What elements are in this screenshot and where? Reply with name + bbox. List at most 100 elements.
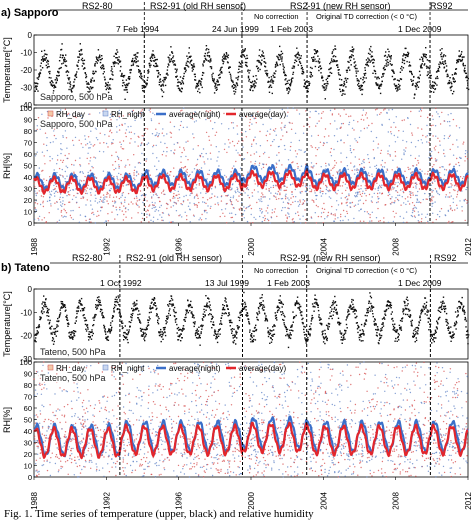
- rh-day-point: [313, 201, 315, 203]
- rh-night-point: [337, 204, 340, 206]
- rh-day-point: [161, 219, 163, 221]
- temp-point: [91, 334, 93, 337]
- temp-point: [139, 327, 142, 330]
- rh-night-point: [185, 155, 187, 158]
- rh-night-point: [237, 190, 239, 192]
- temp-point: [60, 306, 63, 308]
- rh-day-point: [187, 199, 189, 201]
- rh-night-point: [181, 203, 183, 206]
- temp-point: [98, 296, 100, 298]
- temp-point: [46, 311, 48, 314]
- rh-night-point: [214, 121, 216, 124]
- rh-night-point: [463, 176, 465, 178]
- temp-point: [386, 61, 388, 63]
- temp-point: [260, 56, 262, 58]
- temp-point: [466, 87, 468, 89]
- temp-point: [112, 316, 114, 319]
- rh-day-point: [90, 187, 92, 189]
- rh-night-point: [151, 201, 153, 204]
- rh-day-point: [321, 207, 324, 210]
- temp-point: [247, 69, 249, 71]
- temp-point: [204, 55, 206, 57]
- rh-day-point: [118, 129, 121, 131]
- temp-point: [43, 311, 45, 313]
- temp-point: [283, 314, 285, 317]
- rh-night-point: [102, 199, 104, 201]
- temp-point: [287, 346, 290, 349]
- rh-night-point: [178, 183, 180, 185]
- rh-day-point: [332, 174, 334, 177]
- rh-day-point: [111, 200, 114, 202]
- temp-point: [184, 67, 187, 69]
- rh-day-point: [403, 119, 405, 121]
- rh-night-point: [208, 169, 211, 171]
- temp-point: [177, 81, 179, 84]
- temp-point: [131, 317, 133, 319]
- rh-day-point: [344, 197, 346, 199]
- temp-point: [464, 64, 466, 67]
- temp-point: [103, 67, 105, 70]
- temp-point: [192, 314, 195, 317]
- rh-day-point: [439, 166, 441, 169]
- rh-day-point: [253, 189, 256, 191]
- rh-night-point: [125, 129, 128, 131]
- rh-night-point: [416, 194, 418, 197]
- temp-point: [352, 49, 355, 51]
- temp-point: [289, 83, 291, 86]
- rh-day-point: [170, 221, 172, 224]
- rh-night-point: [264, 151, 266, 154]
- rh-day-point: [286, 216, 288, 218]
- rh-day-point: [208, 173, 210, 176]
- temp-point: [65, 54, 67, 56]
- temp-point: [311, 318, 313, 320]
- temp-point: [81, 57, 84, 60]
- temp-point: [147, 319, 149, 321]
- temp-point: [295, 54, 297, 56]
- rh-day-point: [254, 183, 256, 185]
- temp-point: [319, 61, 321, 63]
- temp-point: [189, 310, 191, 312]
- rh-day-point: [103, 142, 105, 144]
- temp-point: [213, 331, 216, 333]
- temp-point: [302, 323, 304, 325]
- rh-day-point: [265, 188, 267, 190]
- temp-point: [380, 85, 382, 87]
- temp-point: [253, 83, 255, 85]
- temp-point: [219, 323, 221, 325]
- rh-day-point: [187, 175, 190, 178]
- rh-day-point: [100, 196, 102, 198]
- temp-point: [378, 86, 380, 88]
- rh-night-point: [144, 194, 147, 196]
- rh-day-point: [425, 198, 427, 200]
- rh-night-point: [236, 133, 239, 135]
- rh-day-point: [400, 204, 402, 206]
- temp-point: [429, 83, 432, 85]
- rh-day-point: [431, 115, 434, 117]
- temp-point: [153, 55, 155, 57]
- temp-point: [141, 334, 143, 336]
- temp-point: [110, 78, 112, 80]
- temp-point: [356, 67, 358, 70]
- rh-day-point: [437, 151, 440, 154]
- rh-night-point: [275, 162, 277, 164]
- rh-night-point: [82, 126, 85, 128]
- temp-point: [225, 301, 227, 303]
- rh-day-point: [121, 176, 124, 179]
- temp-point: [231, 80, 233, 82]
- temp-point: [274, 312, 276, 314]
- temp-point: [72, 97, 74, 99]
- rh-day-point: [78, 206, 80, 209]
- rh-day-point: [249, 204, 251, 206]
- rh-night-point: [357, 185, 359, 187]
- rh-night-point: [158, 160, 160, 162]
- temp-point: [53, 87, 55, 89]
- temp-point: [128, 76, 130, 78]
- temp-point: [288, 79, 290, 81]
- rh-night-point: [178, 186, 181, 188]
- rh-day-point: [127, 159, 129, 161]
- temp-point: [236, 337, 238, 339]
- rh-day-point: [431, 200, 433, 202]
- temp-point: [242, 48, 244, 51]
- temp-point: [109, 324, 112, 326]
- temp-point: [129, 325, 131, 328]
